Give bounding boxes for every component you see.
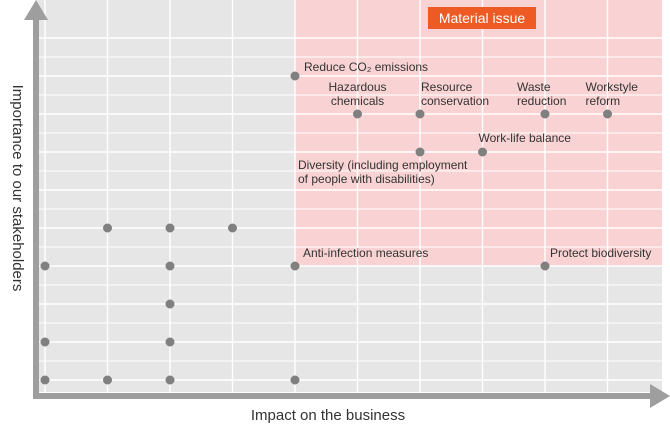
data-point bbox=[290, 261, 300, 271]
axes bbox=[24, 0, 670, 408]
x-axis-arrow bbox=[650, 384, 670, 408]
data-point bbox=[540, 109, 550, 119]
data-point bbox=[165, 299, 175, 309]
data-point bbox=[165, 223, 175, 233]
data-point bbox=[540, 261, 550, 271]
point-label: Hazardous chemicals bbox=[328, 80, 386, 108]
point-label: Reduce CO₂ emissions bbox=[304, 60, 428, 74]
y-axis-title: Importance to our stakeholders bbox=[9, 85, 26, 292]
data-point bbox=[40, 375, 50, 385]
data-point bbox=[478, 147, 487, 157]
point-label: Workstyle reform bbox=[586, 80, 639, 108]
data-points bbox=[40, 71, 612, 385]
data-point bbox=[103, 223, 112, 233]
data-point bbox=[40, 337, 50, 347]
point-label: Protect biodiversity bbox=[550, 246, 651, 260]
data-point bbox=[603, 109, 612, 119]
data-point bbox=[40, 261, 50, 271]
material-issue-badge-box bbox=[428, 7, 536, 29]
data-point bbox=[415, 109, 425, 119]
grid-lines bbox=[36, 0, 662, 392]
data-point bbox=[103, 375, 112, 385]
point-label: Waste reduction bbox=[517, 80, 566, 108]
material-issue-badge: Material issue bbox=[428, 7, 536, 29]
data-point bbox=[228, 223, 237, 233]
point-labels: Reduce CO₂ emissions Hazardous chemicals Re… bbox=[298, 60, 651, 260]
point-label: Resource conservation bbox=[421, 80, 489, 108]
data-point bbox=[165, 375, 175, 385]
data-point bbox=[290, 375, 300, 385]
y-axis-arrow bbox=[24, 0, 48, 20]
point-label: Anti-infection measures bbox=[303, 246, 428, 260]
point-label: Work-life balance bbox=[479, 131, 572, 145]
material-issue-badge-label: Material issue bbox=[439, 10, 526, 26]
data-point bbox=[165, 261, 175, 271]
data-point bbox=[165, 337, 175, 347]
x-axis-title: Impact on the business bbox=[251, 407, 405, 424]
data-point bbox=[415, 147, 425, 157]
data-point bbox=[290, 71, 300, 81]
data-point bbox=[353, 109, 362, 119]
point-label: Diversity (including employment of people… bbox=[298, 158, 468, 186]
